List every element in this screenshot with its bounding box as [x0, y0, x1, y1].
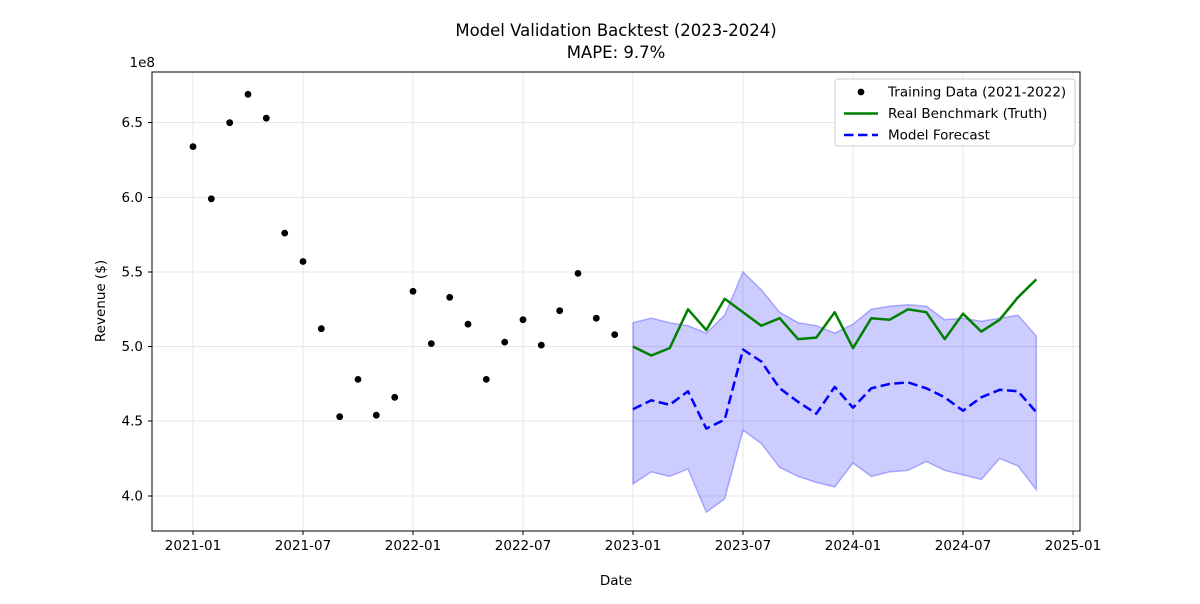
training-point	[189, 143, 197, 151]
x-tick-label: 2021-07	[275, 538, 331, 554]
x-tick-label: 2021-01	[165, 538, 221, 554]
x-tick-label: 2023-01	[605, 538, 661, 554]
y-axis-offset-label: 1e8	[130, 55, 155, 71]
chart-title: Model Validation Backtest (2023-2024)	[455, 21, 776, 40]
y-tick-label: 6.5	[122, 115, 143, 131]
legend-item-label: Real Benchmark (Truth)	[888, 106, 1047, 122]
chart-subtitle: MAPE: 9.7%	[567, 43, 666, 62]
training-point	[336, 413, 344, 421]
training-point	[354, 376, 362, 383]
training-point	[317, 325, 325, 333]
y-tick-label: 5.0	[122, 339, 143, 355]
y-tick-label: 4.5	[122, 414, 143, 430]
training-point	[537, 341, 545, 349]
legend: Training Data (2021-2022) Real Benchmark …	[834, 78, 1076, 147]
training-point	[427, 340, 435, 347]
y-tick-label: 5.5	[122, 264, 143, 280]
training-point	[611, 331, 619, 338]
training-point	[244, 90, 252, 98]
training-point	[262, 114, 270, 122]
forecast-line	[632, 348, 1038, 430]
legend-box	[834, 78, 1076, 147]
training-point	[482, 376, 490, 383]
training-point	[519, 316, 527, 324]
training-point	[446, 293, 454, 301]
benchmark-line	[632, 278, 1038, 357]
training-point	[592, 314, 600, 322]
training-point	[299, 258, 307, 265]
legend-item-label: Model Forecast	[888, 128, 990, 144]
x-tick-label: 2022-01	[385, 538, 441, 554]
legend-marker-dot	[857, 88, 865, 96]
training-point	[226, 119, 234, 127]
training-point	[391, 393, 399, 401]
x-tick-label: 2024-07	[935, 538, 991, 554]
y-axis-label: Revenue ($)	[93, 260, 109, 342]
y-tick-label: 6.0	[122, 190, 143, 206]
plot-area: 2021-01 2021-07 2022-01 2022-07 2023-01 2023-…	[122, 71, 1101, 554]
training-point	[556, 307, 564, 315]
x-axis-label: Date	[600, 573, 632, 589]
x-tick-label: 2023-07	[715, 538, 771, 554]
training-point	[464, 320, 472, 328]
training-scatter	[189, 90, 619, 421]
legend-item-label: Training Data (2021-2022)	[887, 85, 1066, 101]
axes-spines	[151, 71, 1081, 532]
training-point	[574, 270, 582, 277]
training-point	[281, 229, 289, 237]
x-tick-label: 2024-01	[825, 538, 881, 554]
training-point	[372, 411, 380, 419]
x-tick-label: 2025-01	[1045, 538, 1101, 554]
training-point	[409, 287, 417, 295]
confidence-band	[632, 270, 1038, 514]
x-tick-label: 2022-07	[495, 538, 551, 554]
y-tick-label: 4.0	[122, 488, 143, 504]
training-point	[501, 338, 509, 346]
training-point	[207, 195, 215, 203]
